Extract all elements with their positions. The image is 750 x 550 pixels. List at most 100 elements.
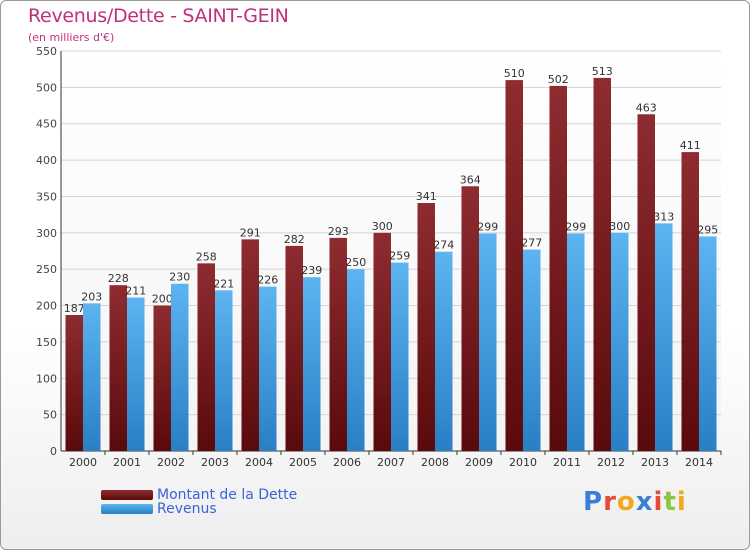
bar-dette — [241, 239, 259, 451]
y-tick-label: 550 — [36, 45, 57, 58]
data-label-revenus: 239 — [301, 264, 322, 277]
data-label-revenus: 259 — [389, 250, 410, 263]
x-tick-label: 2012 — [597, 456, 625, 469]
data-label-dette: 510 — [504, 67, 525, 80]
bar-revenus — [523, 249, 541, 451]
x-tick-label: 2013 — [641, 456, 669, 469]
bar-revenus — [215, 290, 233, 451]
x-tick-label: 2005 — [289, 456, 317, 469]
x-tick-label: 2010 — [509, 456, 537, 469]
logo-letter: r — [603, 487, 617, 517]
data-label-revenus: 274 — [433, 239, 454, 252]
bar-dette — [109, 285, 127, 451]
data-label-revenus: 250 — [345, 256, 366, 269]
bar-revenus — [479, 233, 497, 451]
x-tick-label: 2002 — [157, 456, 185, 469]
data-label-dette: 502 — [548, 73, 569, 86]
y-tick-label: 500 — [36, 81, 57, 94]
logo-letter: i — [653, 487, 664, 517]
data-label-revenus: 277 — [521, 237, 542, 250]
y-tick-label: 200 — [36, 300, 57, 313]
data-label-dette: 300 — [372, 220, 393, 233]
data-label-dette: 341 — [416, 190, 437, 203]
data-label-revenus: 211 — [125, 285, 146, 298]
x-tick-label: 2011 — [553, 456, 581, 469]
data-label-dette: 364 — [460, 173, 481, 186]
y-tick-label: 450 — [36, 118, 57, 131]
data-label-revenus: 203 — [81, 290, 102, 303]
data-label-revenus: 299 — [477, 221, 498, 234]
x-tick-label: 2003 — [201, 456, 229, 469]
data-label-dette: 293 — [328, 225, 349, 238]
y-tick-label: 0 — [50, 445, 57, 458]
bar-dette — [681, 152, 699, 451]
data-label-dette: 291 — [240, 226, 261, 239]
bar-revenus — [567, 233, 585, 451]
y-tick-label: 400 — [36, 154, 57, 167]
data-label-revenus: 226 — [257, 274, 278, 287]
data-label-dette: 411 — [680, 139, 701, 152]
data-label-dette: 200 — [152, 293, 173, 306]
bar-revenus — [171, 283, 189, 451]
bar-revenus — [611, 232, 629, 451]
data-label-revenus: 313 — [653, 210, 674, 223]
data-label-revenus: 230 — [169, 271, 190, 284]
x-tick-label: 2009 — [465, 456, 493, 469]
data-label-dette: 513 — [592, 65, 613, 78]
bar-dette — [373, 232, 391, 451]
bar-dette — [505, 80, 523, 451]
y-tick-label: 100 — [36, 372, 57, 385]
data-label-revenus: 295 — [697, 223, 718, 236]
data-label-dette: 187 — [64, 302, 85, 315]
bar-revenus — [259, 286, 277, 451]
legend-swatch-revenus — [101, 504, 153, 514]
logo-letter: t — [663, 487, 677, 517]
legend-swatch-dette — [101, 490, 153, 500]
y-tick-label: 50 — [43, 409, 57, 422]
bar-dette — [329, 237, 347, 451]
bar-revenus — [83, 303, 101, 451]
bar-dette — [461, 186, 479, 452]
bar-revenus — [303, 277, 321, 451]
bar-dette — [593, 77, 611, 451]
x-tick-label: 2006 — [333, 456, 361, 469]
x-tick-label: 2014 — [685, 456, 713, 469]
y-tick-label: 350 — [36, 190, 57, 203]
bar-dette — [197, 263, 215, 451]
bar-dette — [549, 85, 567, 451]
data-label-dette: 463 — [636, 101, 657, 114]
data-label-dette: 282 — [284, 233, 305, 246]
data-label-dette: 228 — [108, 272, 129, 285]
bar-dette — [153, 305, 171, 451]
y-tick-label: 150 — [36, 336, 57, 349]
x-tick-label: 2001 — [113, 456, 141, 469]
bar-revenus — [391, 262, 409, 451]
y-tick-label: 300 — [36, 227, 57, 240]
data-label-revenus: 299 — [565, 221, 586, 234]
logo-letter: i — [676, 487, 687, 517]
proxiti-logo: Proxiti — [583, 487, 687, 517]
bar-dette — [285, 245, 303, 451]
logo-letter: x — [635, 487, 654, 517]
chart-title: Revenus/Dette - SAINT-GEIN — [28, 5, 289, 27]
bar-dette — [65, 315, 83, 451]
logo-letter: P — [583, 487, 604, 517]
y-tick-label: 250 — [36, 263, 57, 276]
x-tick-label: 2008 — [421, 456, 449, 469]
bar-revenus — [435, 251, 453, 451]
bar-revenus — [347, 269, 365, 451]
bar-revenus — [127, 297, 145, 451]
x-tick-label: 2000 — [69, 456, 97, 469]
logo-letter: o — [616, 487, 636, 517]
chart-subtitle: (en milliers d'€) — [28, 31, 115, 44]
data-label-revenus: 221 — [213, 277, 234, 290]
data-label-revenus: 300 — [609, 220, 630, 233]
bar-revenus — [655, 223, 673, 451]
data-label-dette: 258 — [196, 250, 217, 263]
bar-revenus — [699, 236, 717, 451]
x-tick-label: 2007 — [377, 456, 405, 469]
x-tick-label: 2004 — [245, 456, 273, 469]
legend-label-revenus: Revenus — [157, 501, 217, 517]
